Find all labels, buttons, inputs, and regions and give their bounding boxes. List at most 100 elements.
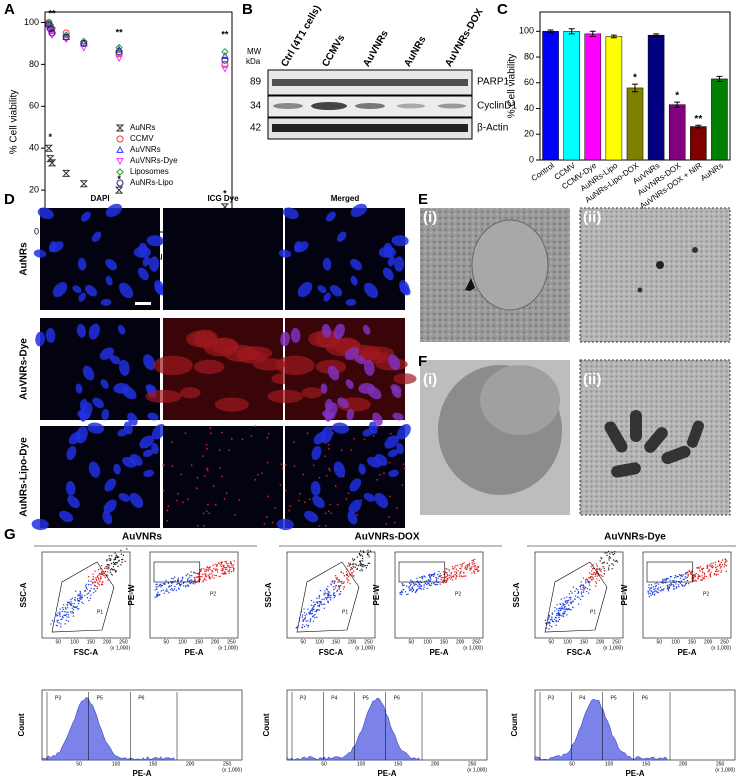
flow-plot (534, 689, 736, 761)
flow-event (400, 593, 403, 596)
flow-event (197, 575, 200, 578)
flow-event (112, 569, 114, 571)
flow-event (77, 595, 79, 597)
dye-dot (223, 498, 226, 500)
flow-event (309, 612, 311, 614)
flow-event (197, 573, 200, 576)
flow-event (709, 574, 711, 577)
flow-event (56, 619, 58, 622)
flow-event (368, 556, 370, 558)
flow-event (307, 624, 310, 627)
flow-event (106, 559, 108, 561)
flow-event (72, 605, 75, 607)
gate-label: P2 (455, 591, 461, 597)
flow-event (334, 575, 337, 577)
flow-event (213, 567, 215, 570)
flow-event (568, 607, 570, 610)
nucleus (358, 463, 366, 475)
flow-event (471, 560, 473, 562)
flow-event (434, 583, 436, 586)
flow-event (455, 572, 458, 574)
flow-event (564, 604, 566, 606)
nucleus (72, 285, 82, 294)
flow-event (177, 577, 180, 579)
flow-event (555, 624, 557, 626)
flow-event (582, 584, 584, 586)
flow-event (606, 554, 608, 557)
flow-event (232, 570, 235, 572)
flow-event (155, 586, 157, 588)
flow-tick-label: 200 (186, 761, 195, 767)
flow-event (305, 613, 308, 615)
flow-event (557, 609, 560, 612)
flow-event (210, 572, 212, 575)
flow-event (437, 577, 439, 580)
flow-event (178, 584, 181, 586)
cell-stain (153, 355, 193, 376)
flow-event (312, 616, 314, 618)
flow-event (228, 572, 230, 574)
flow-event (579, 598, 582, 601)
flow-event (359, 550, 362, 552)
flow-event (218, 562, 220, 564)
flow-event (194, 578, 196, 581)
flow-event (349, 569, 352, 571)
significance-mark: * (675, 91, 679, 102)
flow-event (164, 583, 166, 586)
flow-plot (394, 551, 484, 639)
flow-axis-label: Count (262, 713, 271, 736)
flow-event (658, 589, 660, 591)
flow-event (316, 602, 319, 605)
flow-event (591, 575, 593, 578)
flow-event (474, 572, 476, 574)
flow-event (121, 558, 123, 561)
flow-event (429, 573, 431, 576)
flow-event (703, 572, 706, 575)
flow-event (452, 567, 454, 570)
data-point (48, 29, 56, 37)
flow-event (353, 575, 355, 577)
bar (711, 78, 728, 161)
flow-event (406, 585, 408, 587)
flow-event (570, 590, 572, 592)
dye-dot (324, 524, 327, 527)
flow-event (580, 584, 582, 586)
flow-event (233, 567, 235, 570)
legend-label: AuNRs-Lipo (130, 178, 174, 187)
flow-event (613, 552, 616, 555)
flow-event (544, 619, 547, 622)
flow-event (703, 574, 706, 576)
flow-event (440, 574, 442, 577)
nucleus (362, 324, 371, 335)
nucleus (105, 275, 113, 286)
flow-event (117, 556, 120, 558)
flow-event (402, 589, 405, 591)
flow-event (69, 603, 71, 605)
flow-event (105, 565, 107, 568)
flow-event (70, 604, 73, 607)
flow-event (92, 575, 95, 578)
flow-event (654, 585, 657, 588)
flow-event (343, 581, 345, 583)
flow-event (190, 579, 192, 581)
flow-event (349, 563, 352, 566)
micrograph (163, 426, 283, 528)
flow-event (111, 555, 113, 557)
flow-event (559, 607, 561, 609)
nucleus (399, 280, 410, 294)
flow-event (590, 573, 593, 576)
flow-event (117, 565, 119, 568)
flow-event (104, 576, 107, 579)
flow-event (417, 585, 419, 587)
nucleus (349, 478, 362, 492)
gate-label: P2 (210, 591, 216, 597)
flow-event (203, 568, 205, 570)
dye-dot (329, 503, 331, 506)
flow-event (361, 560, 364, 562)
flow-event (231, 564, 233, 567)
flow-event (654, 588, 656, 590)
flow-event (423, 575, 425, 577)
flow-event (717, 573, 719, 576)
flow-event (557, 620, 560, 622)
flow-event (560, 598, 563, 600)
